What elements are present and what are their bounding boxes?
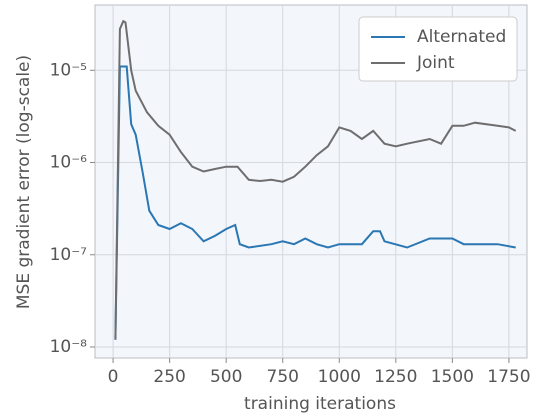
x-tick-label: 750 xyxy=(267,367,299,387)
y-axis-label: MSE gradient error (log-scale) xyxy=(14,55,34,309)
x-tick-label: 1250 xyxy=(374,367,417,387)
x-tick-label: 1000 xyxy=(318,367,361,387)
legend-label: Joint xyxy=(416,53,455,73)
y-tick-label: 10⁻⁸ xyxy=(50,337,88,357)
x-tick-label: 500 xyxy=(210,367,242,387)
x-tick-label: 250 xyxy=(153,367,185,387)
legend xyxy=(358,16,518,82)
x-tick-label: 0 xyxy=(108,367,119,387)
x-tick-label: 1750 xyxy=(487,367,530,387)
x-axis-label: training iterations xyxy=(244,394,396,414)
y-tick-label: 10⁻⁷ xyxy=(50,245,88,265)
y-tick-label: 10⁻⁵ xyxy=(50,60,87,80)
x-tick-label: 1500 xyxy=(431,367,474,387)
line-series xyxy=(114,19,517,340)
line-series xyxy=(114,65,516,340)
legend-label: Alternated xyxy=(417,27,506,47)
y-tick-label: 10⁻⁶ xyxy=(50,153,88,173)
